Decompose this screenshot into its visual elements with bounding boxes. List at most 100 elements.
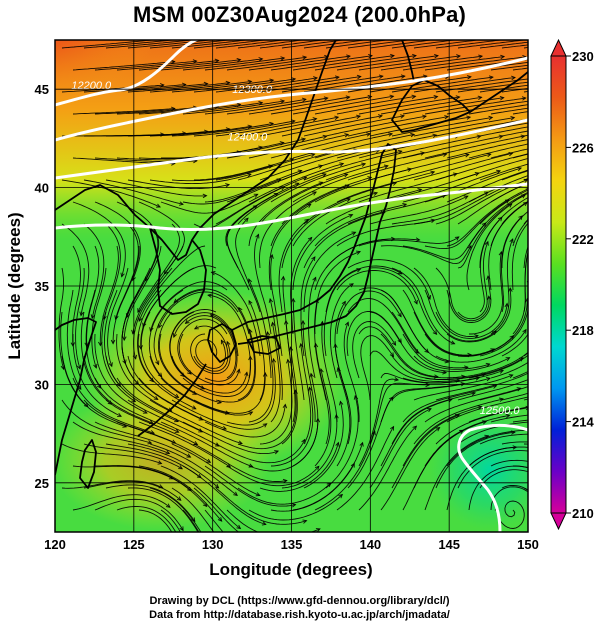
streamline: [226, 165, 323, 203]
streamline: [325, 40, 390, 49]
streamline: [171, 443, 260, 496]
streamline-arrowhead: [322, 134, 328, 140]
streamline: [479, 469, 528, 489]
streamline: [457, 40, 528, 49]
credit-data-source: Data from http://database.rish.kyoto-u.a…: [149, 609, 450, 621]
streamline: [138, 465, 223, 522]
streamline: [424, 56, 527, 71]
streamline: [248, 55, 351, 71]
streamline-arrowhead: [302, 176, 308, 181]
streamline-arrowhead: [269, 253, 274, 259]
streamline: [182, 465, 266, 525]
streamline-arrowhead: [582, 165, 586, 169]
streamline: [435, 372, 528, 401]
plot-frame: [54, 39, 529, 533]
streamline: [435, 303, 508, 339]
coast-kuril: [469, 71, 528, 113]
streamline: [61, 223, 90, 316]
streamline: [490, 459, 528, 467]
streamline-arrowhead: [432, 330, 438, 336]
streamline: [281, 198, 351, 269]
streamline: [347, 40, 412, 49]
streamline-arrowhead: [587, 136, 591, 140]
streamline-arrowhead: [302, 519, 308, 524]
streamline: [391, 392, 476, 445]
streamline-arrowhead: [236, 524, 242, 530]
streamline: [391, 153, 491, 181]
streamline: [380, 96, 482, 115]
streamline-arrowhead: [312, 276, 317, 282]
streamline-arrowhead: [313, 76, 318, 81]
streamline: [226, 465, 320, 487]
streamline: [303, 211, 385, 269]
lon-tick-label: 140: [359, 537, 381, 552]
streamline-arrowhead: [255, 233, 260, 239]
streamline-arrowhead: [307, 386, 313, 392]
streamline: [380, 289, 449, 363]
streamline-arrowhead: [367, 176, 373, 181]
streamline-arrowhead: [343, 173, 349, 178]
streamline-arrowhead: [248, 411, 254, 416]
streamline: [171, 40, 250, 49]
streamline-arrowhead: [373, 191, 379, 196]
streamline-arrowhead: [312, 117, 318, 122]
streamline: [303, 150, 402, 181]
streamline-arrowhead: [411, 94, 417, 100]
streamline-arrowhead: [379, 33, 383, 37]
streamline: [424, 167, 522, 203]
streamline-arrowhead: [486, 152, 492, 158]
streamline: [435, 40, 505, 49]
streamline: [424, 199, 510, 250]
streamline-arrowhead: [497, 216, 503, 222]
lat-tick-label: 40: [35, 181, 49, 196]
streamline-arrowhead: [311, 256, 316, 261]
streamline-arrowhead: [298, 342, 304, 348]
streamline: [226, 56, 329, 71]
streamline: [259, 173, 348, 225]
streamline: [336, 55, 439, 71]
y-axis-label: Latitude (degrees): [5, 212, 24, 359]
streamline-arrowhead: [192, 390, 198, 395]
streamline: [94, 498, 184, 531]
streamline-arrowhead: [534, 34, 538, 38]
streamline-arrowhead: [165, 503, 171, 508]
streamline: [446, 276, 492, 323]
streamline: [490, 414, 528, 423]
streamline-arrowhead: [214, 483, 220, 489]
streamline-arrowhead: [153, 395, 159, 401]
streamline: [142, 265, 217, 327]
streamline-arrowhead: [371, 430, 376, 436]
streamline-arrowhead: [173, 298, 179, 304]
streamline-arrowhead: [291, 297, 296, 303]
streamline: [435, 431, 515, 489]
contour-12200: [55, 40, 200, 107]
lat-tick-label: 45: [35, 82, 49, 97]
streamline-arrowhead: [579, 489, 583, 493]
streamline: [501, 130, 528, 137]
streamline: [94, 421, 191, 458]
streamline-arrowhead: [265, 331, 271, 336]
colorbar-bar: [550, 55, 567, 514]
streamline: [270, 96, 372, 115]
streamline: [248, 181, 323, 247]
streamline-arrowhead: [520, 134, 526, 139]
streamline-arrowhead: [262, 371, 268, 377]
streamline: [259, 40, 326, 49]
streamline: [140, 311, 179, 398]
streamline: [336, 219, 435, 247]
streamline: [193, 78, 296, 93]
streamline-arrowhead: [484, 434, 490, 439]
streamline-arrowhead: [377, 114, 383, 119]
streamline: [314, 55, 417, 71]
streamline-arrowhead: [588, 98, 592, 102]
streamline: [83, 443, 183, 470]
streamline: [346, 310, 402, 357]
streamline: [278, 219, 309, 313]
streamline-arrowhead: [262, 423, 268, 428]
streamline-arrowhead: [356, 74, 362, 80]
contour-label: 12500.0: [480, 405, 521, 417]
streamline-arrowhead: [108, 362, 113, 368]
streamline-arrowhead: [248, 36, 252, 40]
streamline-arrowhead: [455, 95, 461, 100]
streamline-arrowhead: [550, 572, 554, 575]
